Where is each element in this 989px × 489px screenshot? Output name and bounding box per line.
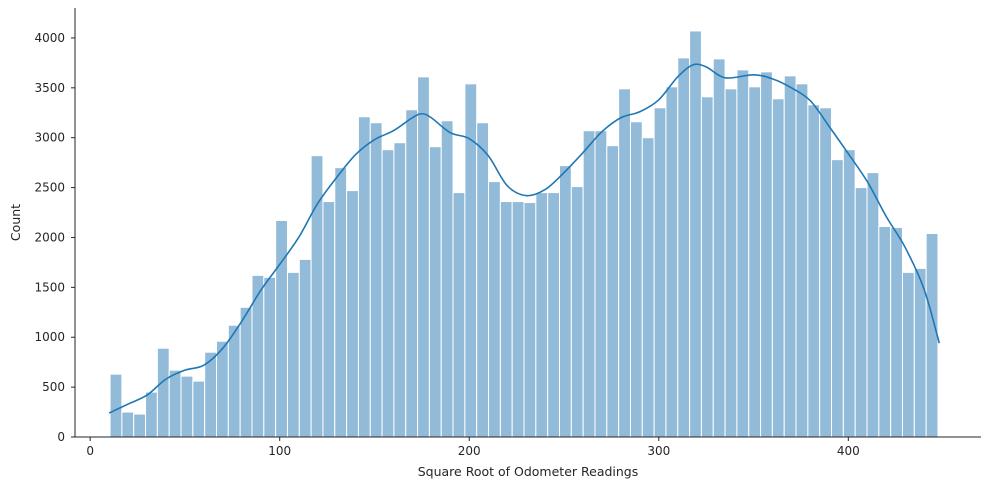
x-tick-label: 400 — [837, 444, 860, 458]
histogram-bar — [748, 86, 762, 438]
histogram-bar — [665, 86, 679, 438]
histogram-bar — [440, 120, 454, 438]
histogram-bar — [901, 271, 915, 438]
histogram-bar — [192, 380, 206, 438]
histogram-bar — [121, 411, 135, 438]
histogram-bar — [369, 122, 383, 438]
histogram-bar — [736, 69, 750, 438]
axes — [74, 8, 981, 438]
y-tick-label: 2500 — [34, 181, 65, 195]
histogram-bar — [476, 122, 490, 438]
histogram-bar — [771, 98, 785, 438]
histogram-bar — [677, 57, 691, 438]
x-axis-title: Square Root of Odometer Readings — [418, 464, 639, 479]
histogram-bar — [629, 121, 643, 438]
histogram-bar — [227, 324, 241, 438]
y-tick-label: 3500 — [34, 81, 65, 95]
histogram-bar — [535, 192, 549, 438]
histogram-bar — [109, 373, 123, 438]
x-tick-label: 300 — [647, 444, 670, 458]
y-tick-label: 2000 — [34, 230, 65, 244]
kde-line — [108, 63, 941, 414]
histogram-bar — [145, 391, 158, 438]
histogram-bar — [570, 186, 584, 438]
histogram-bar — [393, 142, 407, 438]
histogram-bar — [582, 130, 596, 438]
histogram-bar — [760, 71, 773, 438]
histogram-bar — [511, 201, 525, 438]
histogram-bar — [866, 172, 880, 438]
histogram-bar — [606, 145, 620, 438]
histogram-bar — [641, 137, 655, 438]
histogram-bar — [807, 104, 821, 438]
y-tick-label: 0 — [57, 430, 65, 444]
histogram-bar — [334, 167, 348, 438]
histogram-bar — [357, 116, 371, 438]
histogram-bar — [156, 347, 170, 438]
histogram-bar — [854, 187, 868, 438]
histogram-bar — [298, 258, 312, 438]
histogram-bar — [653, 107, 667, 438]
histogram-bar — [878, 225, 892, 438]
histogram-bar — [700, 96, 714, 438]
histogram-bar — [428, 146, 442, 438]
histogram-bar — [405, 109, 419, 438]
histogram-bar — [216, 340, 229, 438]
histogram-bar — [322, 201, 336, 438]
histogram-bar — [795, 83, 809, 438]
histogram-bar — [819, 107, 833, 438]
histogram-bar — [286, 271, 300, 438]
histogram-bar — [689, 30, 702, 438]
histogram-bar — [890, 226, 903, 438]
y-tick-label: 4000 — [34, 31, 65, 45]
x-tick-label: 100 — [268, 444, 291, 458]
y-tick-label: 1500 — [34, 280, 65, 294]
histogram-bar — [842, 149, 856, 438]
x-tick-labels: 0 100 200 300 400 — [86, 437, 860, 458]
kde-curve-layer — [108, 63, 941, 414]
histogram-bar — [275, 220, 288, 438]
histogram-bar — [168, 369, 182, 438]
histogram-bar — [724, 88, 738, 438]
histogram-bar — [180, 375, 194, 438]
y-tick-labels: 0 500 1000 1500 2000 2500 3000 3500 4000 — [34, 31, 75, 444]
histogram-bar — [712, 58, 726, 438]
histogram-bar — [346, 190, 359, 438]
histogram-bar — [251, 274, 265, 438]
y-tick-label: 1000 — [34, 330, 65, 344]
histogram-bar — [831, 159, 844, 438]
histogram-bar — [913, 267, 927, 438]
y-tick-label: 500 — [42, 380, 65, 394]
histogram-bar — [381, 149, 395, 438]
histogram-bar — [263, 276, 277, 438]
histogram-bar — [925, 232, 939, 438]
histogram-bar — [594, 130, 608, 438]
histogram-bar — [239, 306, 253, 438]
histogram-bar — [488, 181, 501, 438]
histogram-bar — [204, 351, 218, 438]
histogram-bar — [417, 76, 430, 438]
histogram-bar — [559, 165, 572, 438]
y-axis-title: Count — [8, 204, 23, 241]
histogram-bars — [109, 30, 939, 438]
histogram-bar — [452, 192, 466, 438]
histogram-bar — [523, 202, 537, 438]
histogram-bar — [133, 413, 147, 438]
histogram-bar — [547, 192, 561, 438]
x-tick-label: 200 — [458, 444, 481, 458]
histogram-bar — [783, 75, 797, 438]
histogram-bar — [618, 88, 631, 438]
y-tick-label: 3000 — [34, 131, 65, 145]
x-tick-label: 0 — [86, 444, 94, 458]
histogram-bar — [499, 201, 513, 438]
